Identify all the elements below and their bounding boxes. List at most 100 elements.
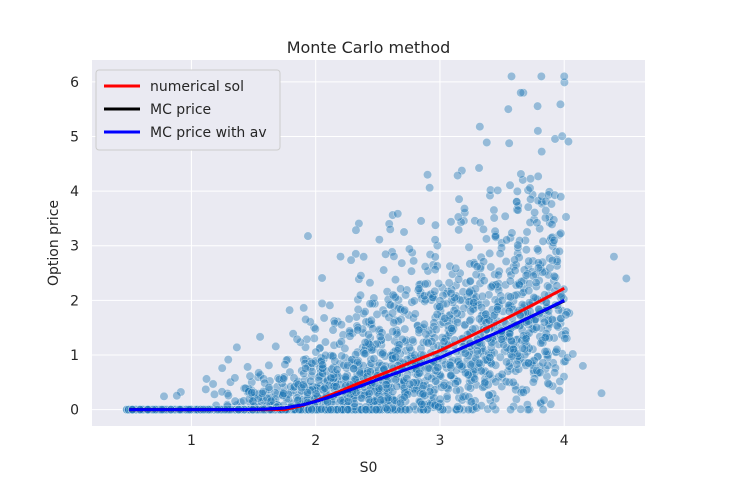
scatter-point: [470, 374, 480, 384]
scatter-point: [453, 402, 463, 412]
scatter-point: [533, 171, 543, 181]
scatter-point: [555, 376, 565, 386]
scatter-point: [248, 396, 258, 406]
scatter-point: [344, 314, 354, 324]
scatter-point: [414, 284, 424, 294]
scatter-point: [516, 88, 526, 98]
legend: numerical sol MC price MC price with av: [95, 69, 281, 151]
scatter-point: [547, 255, 557, 265]
scatter-point: [532, 218, 542, 228]
scatter-point: [497, 238, 507, 248]
scatter-point: [298, 380, 308, 390]
scatter-point: [430, 235, 440, 245]
scatter-point: [467, 397, 477, 407]
y-tick-label: 3: [70, 239, 79, 255]
scatter-point: [379, 265, 389, 275]
scatter-point: [486, 342, 496, 352]
scatter-point: [561, 212, 571, 222]
scatter-point: [243, 362, 253, 372]
scatter-point: [514, 280, 524, 290]
scatter-point: [416, 216, 426, 226]
scatter-point: [247, 388, 257, 398]
scatter-point: [554, 305, 564, 315]
scatter-point: [365, 278, 375, 288]
scatter-point: [345, 331, 355, 341]
scatter-point: [445, 261, 455, 271]
x-axis-label: S0: [360, 460, 378, 476]
scatter-point: [369, 354, 379, 364]
scatter-point: [391, 352, 401, 362]
scatter-point: [333, 317, 343, 327]
scatter-point: [538, 358, 548, 368]
scatter-point: [447, 269, 457, 279]
scatter-point: [524, 286, 534, 296]
scatter-point: [419, 319, 429, 329]
scatter-point: [361, 317, 371, 327]
scatter-point: [370, 299, 380, 309]
scatter-point: [497, 369, 507, 379]
scatter-point: [430, 265, 440, 275]
scatter-point: [363, 330, 373, 340]
scatter-point: [299, 355, 309, 365]
scatter-point: [360, 349, 370, 359]
legend-label-numerical-sol: numerical sol: [150, 79, 244, 95]
scatter-point: [159, 391, 169, 401]
scatter-point: [391, 375, 401, 385]
scatter-point: [474, 163, 484, 173]
scatter-point: [401, 290, 411, 300]
scatter-point: [353, 295, 363, 305]
scatter-point: [431, 376, 441, 386]
scatter-point: [526, 194, 536, 204]
scatter-point: [303, 231, 313, 241]
scatter-point: [505, 180, 515, 190]
scatter-point: [503, 104, 513, 114]
scatter-point: [300, 363, 310, 373]
scatter-point: [397, 334, 407, 344]
y-tick-label: 1: [70, 348, 79, 364]
scatter-point: [408, 335, 418, 345]
scatter-point: [551, 247, 561, 257]
scatter-point: [484, 390, 494, 400]
scatter-point: [340, 343, 350, 353]
scatter-point: [512, 359, 522, 369]
scatter-point: [502, 235, 512, 245]
scatter-point: [396, 284, 406, 294]
scatter-point: [429, 321, 439, 331]
scatter-point: [425, 183, 435, 193]
scatter-point: [493, 270, 503, 280]
scatter-point: [255, 332, 265, 342]
scatter-point: [423, 338, 433, 348]
y-tick-label: 5: [70, 129, 79, 145]
scatter-point: [394, 316, 404, 326]
scatter-point: [351, 249, 361, 259]
scatter-point: [316, 404, 326, 414]
scatter-point: [490, 231, 500, 241]
scatter-point: [396, 398, 406, 408]
scatter-point: [546, 199, 556, 209]
scatter-point: [299, 303, 309, 313]
scatter-point: [357, 393, 367, 403]
scatter-point: [538, 405, 548, 415]
scatter-point: [446, 323, 456, 333]
scatter-point: [230, 396, 240, 406]
scatter-point: [399, 227, 409, 237]
scatter-point: [497, 334, 507, 344]
scatter-point: [446, 217, 456, 227]
scatter-point: [525, 183, 535, 193]
scatter-point: [544, 320, 554, 330]
scatter-point: [552, 281, 562, 291]
scatter-point: [450, 379, 460, 389]
scatter-point: [500, 211, 510, 221]
scatter-point: [354, 219, 364, 229]
scatter-point: [418, 381, 428, 391]
scatter-point: [374, 383, 384, 393]
scatter-point: [507, 71, 517, 81]
scatter-point: [381, 249, 391, 259]
scatter-point: [478, 382, 488, 392]
scatter-point: [432, 309, 442, 319]
scatter-point: [518, 175, 528, 185]
scatter-point: [360, 337, 370, 347]
scatter-point: [349, 364, 359, 374]
scatter-point: [420, 279, 430, 289]
scatter-point: [459, 204, 469, 214]
